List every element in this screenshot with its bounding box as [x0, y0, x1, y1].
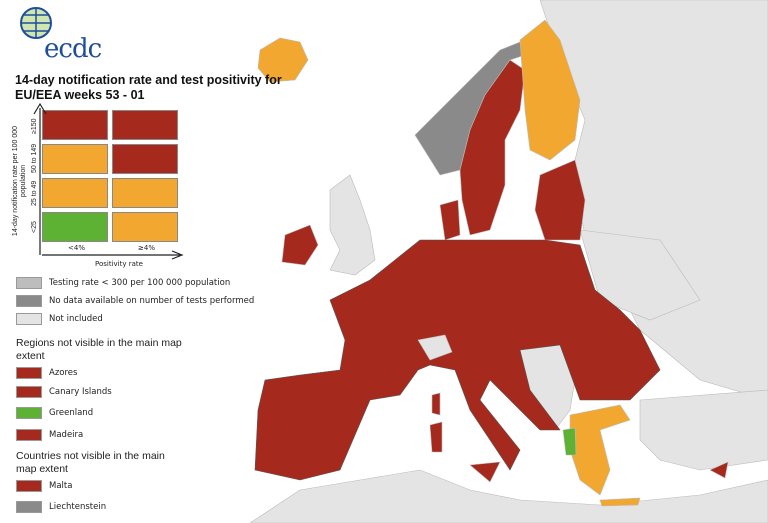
matrix-axes — [33, 102, 184, 260]
cell-150-ge4 — [112, 110, 178, 140]
island-sicily — [469, 461, 501, 483]
cell-25-ge4 — [112, 178, 178, 208]
mainland-eu — [254, 239, 661, 481]
map-title: 14-day notification rate and test positi… — [15, 73, 282, 102]
country-item: Malta — [16, 480, 72, 492]
col-label: ≥4% — [138, 244, 155, 252]
globe-icon — [20, 7, 52, 39]
country-item: Liechtenstein — [16, 501, 106, 513]
country-greece — [569, 404, 631, 496]
cell-50-ge4 — [112, 144, 178, 174]
legend-item: No data available on number of tests per… — [16, 295, 254, 307]
regions-header: Regions not visible in the main map exte… — [16, 337, 182, 362]
country-sweden — [459, 59, 526, 236]
country-switzerland — [417, 334, 453, 361]
countries-header: Countries not visible in the main map ex… — [16, 450, 165, 475]
region-turkey — [639, 389, 768, 471]
country-iceland — [257, 37, 309, 83]
region-ukraine-belarus — [579, 229, 701, 321]
country-albania — [562, 427, 577, 456]
cell-25-lt4 — [42, 178, 108, 208]
matrix-x-label: Positivity rate — [95, 260, 143, 268]
cell-150-lt4 — [42, 110, 108, 140]
region-item: Azores — [16, 367, 77, 379]
region-item: Greenland — [16, 407, 93, 419]
legend-item: Not included — [16, 313, 103, 325]
island-crete — [599, 497, 641, 507]
cell-lt25-ge4 — [112, 212, 178, 242]
island-sardinia — [429, 421, 443, 453]
col-label: <4% — [68, 244, 85, 252]
region-africa — [249, 469, 768, 523]
country-finland — [519, 19, 581, 161]
region-item: Madeira — [16, 429, 83, 441]
region-uk — [329, 174, 376, 276]
legend-item: Testing rate < 300 per 100 000 populatio… — [16, 277, 230, 289]
cell-lt25-lt4 — [42, 212, 108, 242]
country-cyprus — [709, 461, 729, 479]
country-ireland — [281, 224, 319, 266]
cell-50-lt4 — [42, 144, 108, 174]
ecdc-logo: ecdc — [14, 6, 102, 66]
logo-text: ecdc — [44, 34, 102, 64]
country-denmark — [439, 199, 461, 241]
country-baltics — [534, 159, 586, 241]
region-item: Canary Islands — [16, 386, 112, 398]
island-corsica — [431, 392, 441, 416]
